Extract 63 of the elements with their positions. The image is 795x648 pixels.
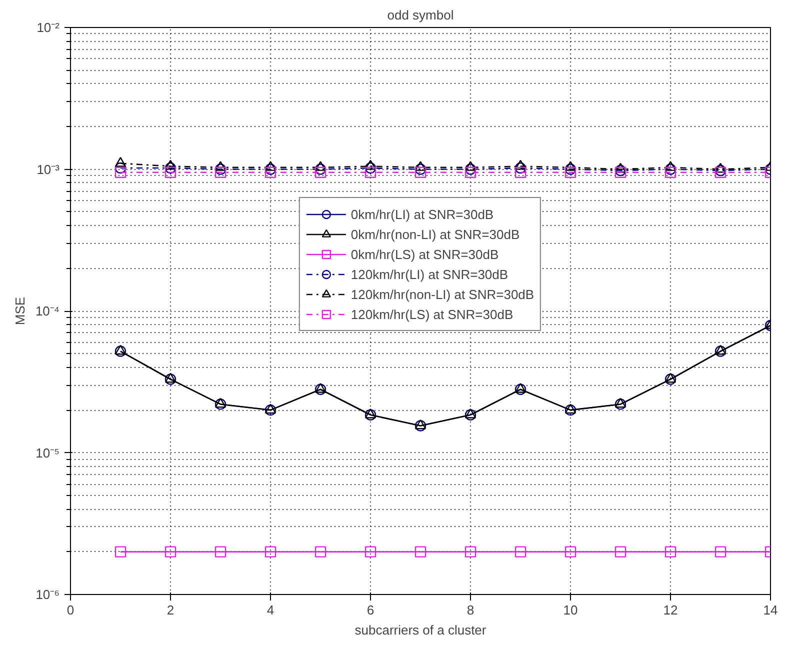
point [114,166,126,178]
point [714,546,726,558]
x-tick-label: 12 [663,602,678,618]
y-axis-title: MSE [12,296,28,326]
point [664,166,676,178]
chart-title: odd symbol [387,8,454,22]
point [314,546,326,558]
x-tick-label: 10 [563,602,578,618]
point [364,546,376,558]
point [364,166,376,178]
point [364,160,376,170]
y-tick-label: 10⁻² [36,20,60,35]
x-tick-label: 14 [763,602,778,618]
legend-label: 120km/hr(LI) at SNR=30dB [350,266,508,282]
legend-label: 0km/hr(LS) at SNR=30dB [350,246,499,262]
point [514,162,526,174]
point [314,166,326,178]
point [564,546,576,558]
x-axis-title: subcarriers of a cluster [354,622,487,638]
point [264,161,276,171]
legend-label: 120km/hr(LS) at SNR=30dB [350,306,514,322]
point [714,162,726,173]
point [614,546,626,558]
x-tick-label: 0 [66,602,74,618]
y-tick-label: 10⁻⁵ [36,445,60,460]
point [664,161,676,171]
point [514,166,526,178]
point [514,546,526,558]
point [564,161,576,171]
point [664,546,676,558]
point [214,166,226,178]
point [464,161,476,171]
point [264,166,276,178]
point [264,546,276,558]
point [364,162,376,174]
point [564,166,576,178]
point [414,546,426,558]
legend-label: 0km/hr(LI) at SNR=30dB [350,206,494,222]
legend-label: 0km/hr(non-LI) at SNR=30dB [350,226,520,242]
point [114,546,126,558]
point [114,162,126,174]
point [414,161,426,171]
point [214,161,226,171]
x-tick-label: 2 [166,602,174,618]
x-tick-label: 8 [466,602,474,618]
x-tick-label: 4 [266,602,274,618]
point [164,162,176,174]
point [614,162,626,173]
point [464,546,476,558]
point [414,166,426,178]
point [214,546,226,558]
point [164,160,176,170]
point [514,160,526,170]
y-tick-label: 10⁻⁴ [35,304,60,318]
point [314,161,326,171]
point [114,157,126,167]
y-tick-label: 10⁻³ [36,162,60,177]
point [164,166,176,178]
x-tick-label: 6 [366,602,374,618]
legend-label: 120km/hr(non-LI) at SNR=30dB [350,286,534,302]
point [464,166,476,178]
y-tick-label: 10⁻⁶ [36,587,60,602]
point [164,546,176,558]
